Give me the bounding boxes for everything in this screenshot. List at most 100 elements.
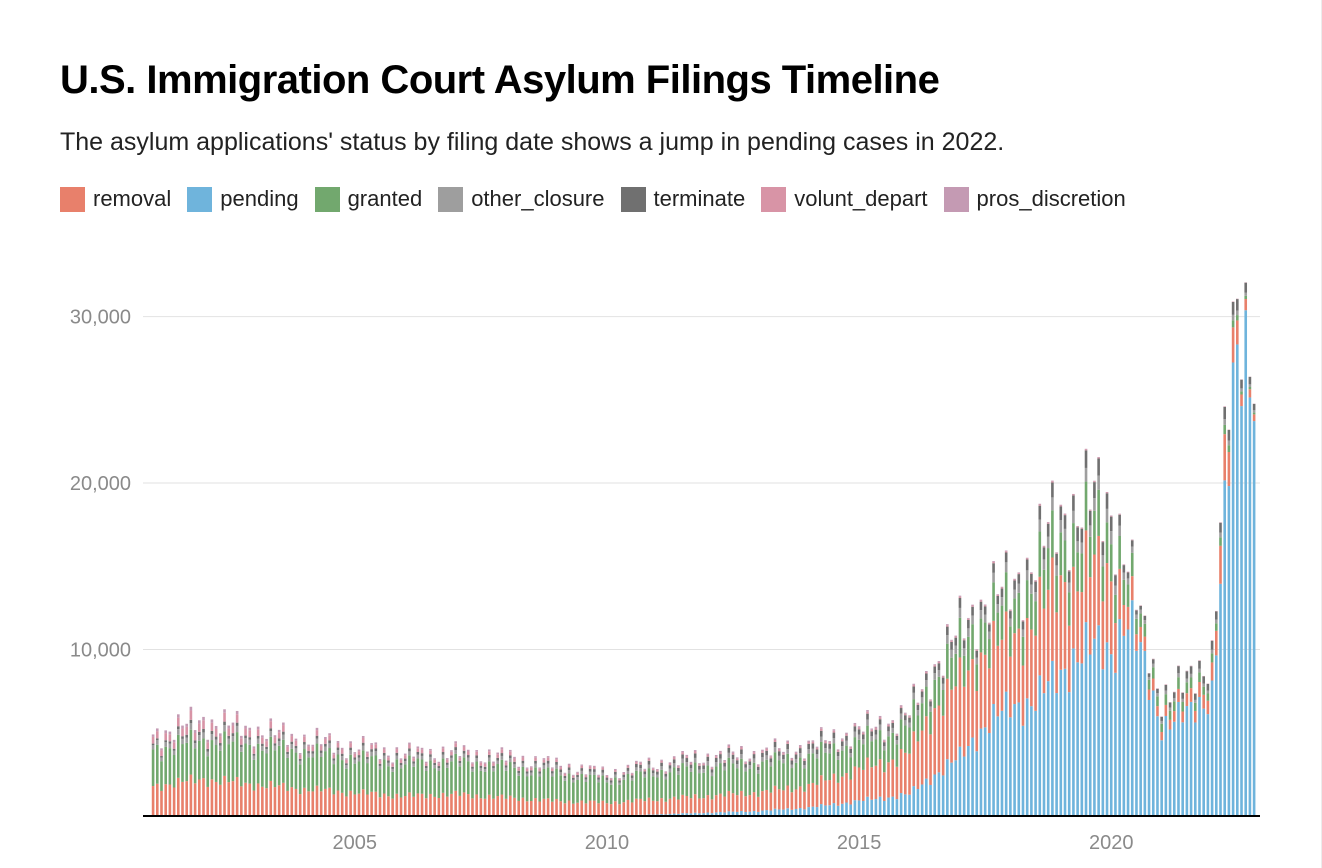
bar-segment-pros-discretion [567, 763, 571, 766]
bar-segment-other-closure [824, 748, 827, 753]
bar-segment-volunt-depart [1051, 481, 1054, 483]
bar-segment-pending [1063, 668, 1067, 816]
bar-segment-terminate [1030, 573, 1033, 585]
bar-segment-removal [1051, 557, 1054, 661]
bar-segment-pros-discretion [403, 753, 407, 756]
bar-segment-pros-discretion [252, 746, 256, 749]
legend-item-terminate[interactable]: terminate [620, 186, 745, 212]
bar-segment-pros-discretion [214, 725, 218, 729]
bar-segment-terminate [542, 762, 546, 766]
bar-segment-granted [1080, 553, 1084, 593]
bar-segment-granted [719, 763, 722, 794]
bar-segment-pros-discretion [719, 750, 722, 753]
bar-segment-pros-discretion [466, 749, 470, 752]
legend-item-pending[interactable]: pending [187, 186, 299, 212]
bar-segment-other-closure [580, 770, 584, 775]
bar-segment-granted [202, 738, 205, 779]
bar-segment-granted [466, 761, 470, 795]
legend-item-other-closure[interactable]: other_closure [438, 186, 605, 212]
bar-segment-volunt-depart [349, 743, 352, 748]
bar-segment-pending [1143, 650, 1147, 816]
bar-segment-pros-discretion [572, 774, 575, 776]
bar-segment-removal [277, 785, 281, 816]
bar-segment-removal [1055, 612, 1058, 694]
bar-segment-other-closure [261, 746, 264, 751]
bar-segment-removal [542, 798, 546, 816]
bar-segment-other-closure [647, 764, 651, 769]
bar-segment-removal [555, 798, 558, 816]
bar-segment-pros-discretion [282, 722, 285, 726]
bar-segment-other-closure [719, 758, 722, 764]
bar-segment-terminate [307, 751, 310, 754]
bar-segment-terminate [1206, 683, 1210, 691]
bar-segment-pros-discretion [1009, 609, 1012, 611]
bar-segment-removal [1210, 662, 1214, 681]
bar-segment-pros-discretion [294, 738, 298, 741]
bar-segment-terminate [1084, 450, 1088, 468]
bar-segment-granted [609, 784, 613, 805]
bar-segment-other-closure [198, 735, 201, 741]
bar-segment-other-closure [445, 764, 449, 768]
legend-item-volunt-depart[interactable]: volunt_depart [761, 186, 928, 212]
legend-item-removal[interactable]: removal [60, 186, 171, 212]
bar-segment-volunt-depart [605, 775, 609, 778]
bar-segment-other-closure [471, 768, 474, 772]
bar-segment-other-closure [1210, 649, 1214, 654]
bar-segment-terminate [916, 704, 920, 711]
bar-segment-removal [857, 767, 861, 801]
bar-segment-removal [887, 762, 890, 798]
bar-segment-granted [370, 756, 373, 792]
bar-segment-granted [933, 679, 937, 709]
bar-segment-granted [374, 755, 378, 792]
bar-segment-terminate [946, 626, 949, 636]
legend-item-pros-discretion[interactable]: pros_discretion [943, 186, 1126, 212]
bar-segment-other-closure [946, 635, 949, 644]
bar-segment-removal [214, 781, 218, 816]
bar-segment-terminate [824, 743, 827, 749]
bar-segment-pending [1000, 710, 1004, 816]
bar-segment-pending [727, 811, 731, 816]
bar-segment-removal [1244, 299, 1248, 311]
bar-segment-removal [1122, 605, 1126, 636]
bar-segment-volunt-depart [198, 723, 201, 732]
bar-segment-volunt-depart [424, 763, 428, 766]
bar-segment-volunt-depart [1017, 573, 1021, 575]
bar-segment-other-closure [219, 745, 222, 751]
bar-segment-granted [303, 749, 306, 788]
bar-segment-removal [1248, 389, 1252, 398]
bar-segment-granted [555, 768, 558, 799]
bar-segment-volunt-depart [219, 736, 222, 744]
bar-segment-removal [1114, 623, 1117, 673]
bar-segment-volunt-depart [340, 749, 344, 754]
bar-segment-removal [769, 792, 773, 811]
bar-segment-removal [954, 686, 958, 761]
bar-segment-removal [303, 787, 306, 816]
bar-segment-pending [1126, 629, 1130, 816]
bar-segment-pending [1009, 717, 1012, 816]
bar-segment-volunt-depart [445, 759, 449, 763]
bar-segment-terminate [471, 766, 474, 769]
bar-segment-volunt-depart [282, 725, 285, 732]
bar-segment-other-closure [576, 777, 579, 780]
bar-segment-other-closure [517, 772, 520, 776]
bar-segment-pending [933, 774, 937, 816]
bar-segment-granted [214, 745, 218, 782]
bar-segment-pending [967, 745, 970, 816]
bar-segment-removal [1130, 576, 1134, 601]
bar-segment-other-closure [681, 758, 684, 764]
bar-segment-granted [626, 774, 630, 800]
bar-segment-granted [1038, 531, 1042, 577]
bar-segment-pros-discretion [937, 660, 941, 662]
legend-item-granted[interactable]: granted [314, 186, 422, 212]
bar-segment-volunt-depart [227, 728, 231, 736]
bar-segment-terminate [429, 754, 432, 757]
bar-segment-granted [504, 770, 508, 799]
bar-segment-other-closure [819, 736, 823, 742]
bar-segment-terminate [517, 770, 520, 773]
bar-segment-pros-discretion [647, 757, 651, 759]
bar-segment-volunt-depart [664, 772, 668, 774]
bar-segment-other-closure [706, 761, 710, 766]
bar-segment-pros-discretion [378, 759, 382, 761]
bar-segment-terminate [496, 757, 499, 761]
bar-segment-other-closure [1147, 676, 1151, 680]
